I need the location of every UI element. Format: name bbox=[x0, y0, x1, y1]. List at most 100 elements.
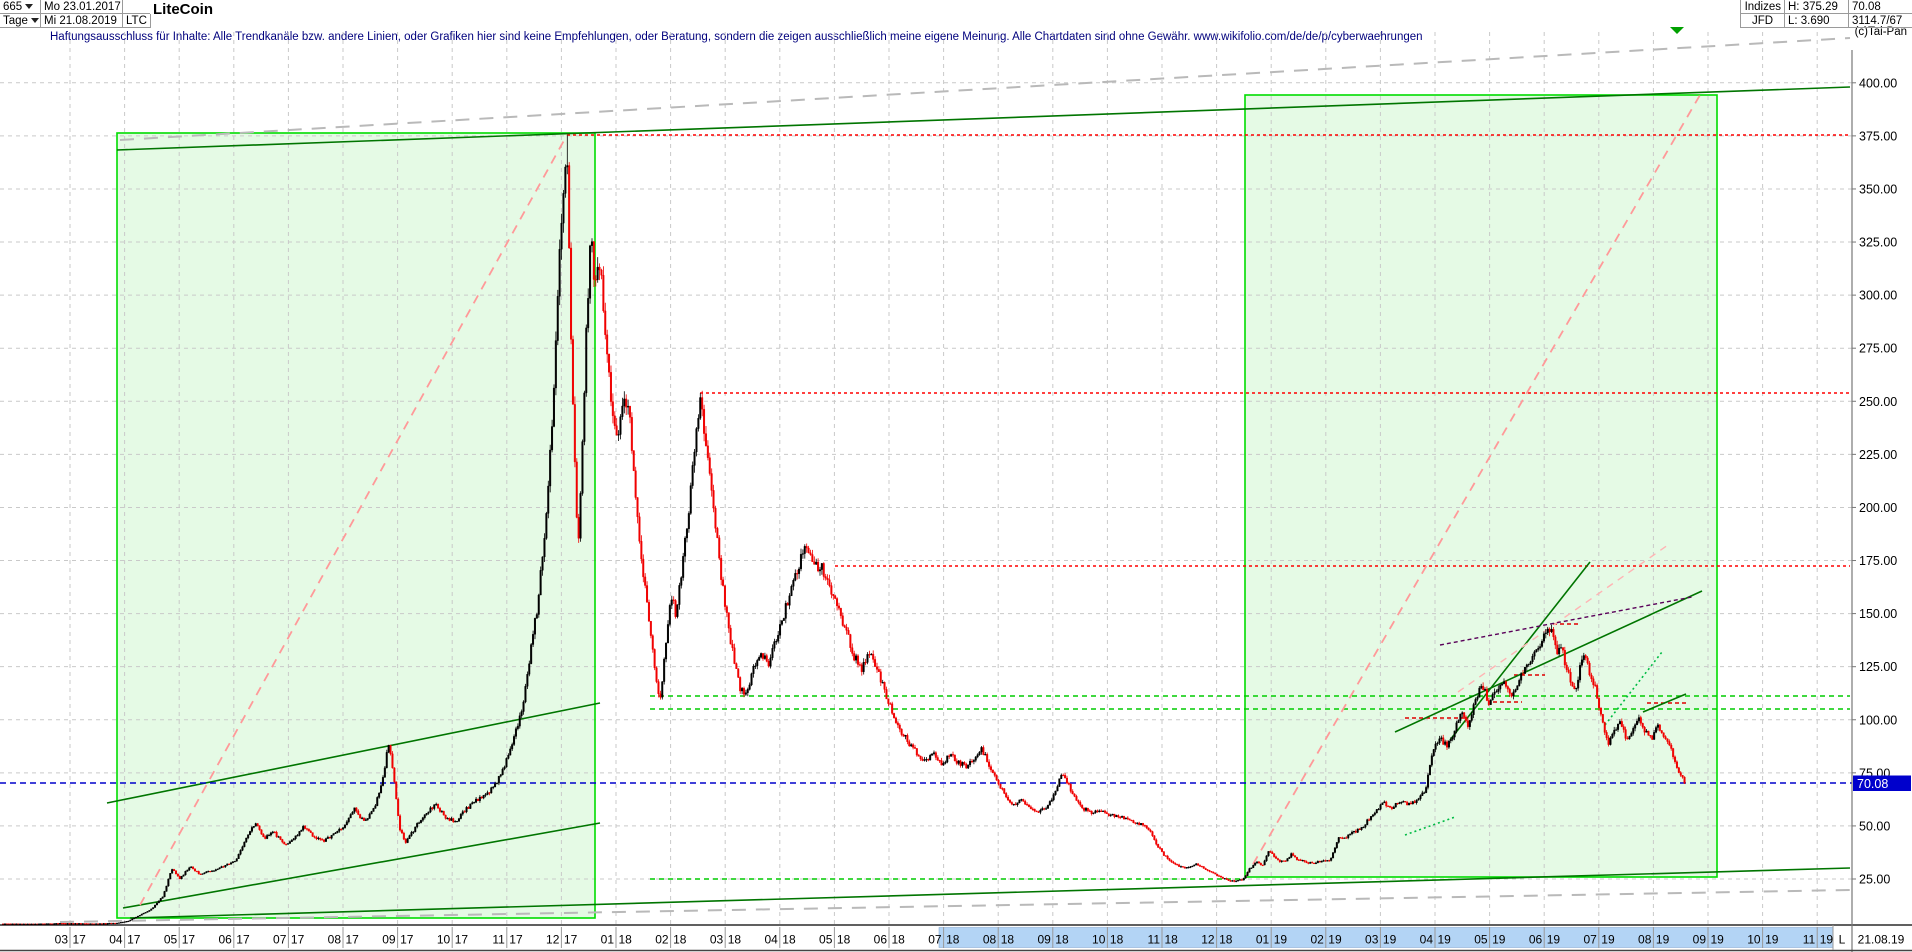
y-axis-label: 150.00 bbox=[1859, 607, 1897, 621]
copyright-label: (c)Tai-Pan bbox=[1854, 26, 1907, 38]
last-price-tag: 70.08 bbox=[1853, 775, 1911, 791]
x-axis-month: 11 bbox=[492, 933, 505, 947]
x-axis-month: 04 bbox=[109, 933, 123, 947]
x-axis-year: 18 bbox=[673, 933, 687, 947]
y-axis-label: 50.00 bbox=[1859, 819, 1890, 833]
page-title: LiteCoin bbox=[153, 1, 213, 18]
x-axis-year: 18 bbox=[892, 933, 906, 947]
x-axis-year: 18 bbox=[1055, 933, 1069, 947]
symbol-field[interactable]: LTC bbox=[126, 15, 147, 27]
x-axis-month: 06 bbox=[1529, 933, 1543, 947]
x-axis-month: 03 bbox=[55, 933, 69, 947]
x-axis-year: 18 bbox=[1165, 933, 1179, 947]
last-date-label: 21.08.19 bbox=[1858, 933, 1905, 947]
x-axis-month: 07 bbox=[928, 933, 942, 947]
x-axis-month: 05 bbox=[1474, 933, 1488, 947]
x-axis-month: 08 bbox=[328, 933, 342, 947]
divider bbox=[1740, 0, 1741, 28]
x-axis-month: 06 bbox=[218, 933, 232, 947]
y-axis-label: 225.00 bbox=[1859, 448, 1897, 462]
x-axis-year: 18 bbox=[619, 933, 633, 947]
x-axis-month: 01 bbox=[1256, 933, 1270, 947]
x-axis-month: 03 bbox=[710, 933, 724, 947]
x-axis-month: 12 bbox=[1201, 933, 1215, 947]
x-axis-month: 01 bbox=[601, 933, 615, 947]
x-axis-year: 18 bbox=[782, 933, 796, 947]
divider bbox=[40, 0, 41, 28]
trend-lines[interactable] bbox=[0, 37, 1852, 923]
y-axis-label: 125.00 bbox=[1859, 660, 1897, 674]
trend-line-dkgreen bbox=[116, 86, 1851, 151]
x-axis-month: 03 bbox=[1365, 933, 1379, 947]
x-axis-month: 02 bbox=[1310, 933, 1324, 947]
x-axis-month: 09 bbox=[1037, 933, 1051, 947]
trend-line-gray-long bbox=[59, 889, 1851, 923]
x-axis-month: 10 bbox=[437, 933, 451, 947]
x-axis-month: 05 bbox=[164, 933, 178, 947]
high-value: H: 375.29 bbox=[1788, 1, 1838, 13]
svg-text:70.08: 70.08 bbox=[1857, 777, 1888, 791]
x-axis-month: 09 bbox=[1693, 933, 1707, 947]
trend-line-dkgreen bbox=[1394, 590, 1703, 733]
x-axis-year: 18 bbox=[837, 933, 851, 947]
x-axis-year: 17 bbox=[291, 933, 305, 947]
date-to-field[interactable]: Mi 21.08.2019 bbox=[44, 15, 117, 27]
x-axis-year: 19 bbox=[1711, 933, 1725, 947]
x-axis-month: 10 bbox=[1092, 933, 1106, 947]
x-axis-month: 11 bbox=[1803, 933, 1816, 947]
trend-line-dkgreen bbox=[129, 867, 1851, 919]
trend-line-dkgreen bbox=[1642, 693, 1687, 713]
divider bbox=[122, 0, 123, 28]
x-axis-year: 17 bbox=[400, 933, 414, 947]
y-axis-label: 175.00 bbox=[1859, 554, 1897, 568]
x-axis-month: 07 bbox=[1583, 933, 1597, 947]
trend-channel-box bbox=[116, 132, 596, 919]
trend-channel-box bbox=[117, 133, 595, 918]
divider bbox=[1740, 27, 1912, 28]
trend-line-purple-dash bbox=[1439, 596, 1693, 646]
x-axis-month: 02 bbox=[655, 933, 669, 947]
y-axis-label: 100.00 bbox=[1859, 713, 1897, 727]
x-axis-year: 18 bbox=[946, 933, 960, 947]
x-axis-year: 17 bbox=[346, 933, 360, 947]
x-axis-year: 17 bbox=[236, 933, 250, 947]
x-axis-month: 08 bbox=[1638, 933, 1652, 947]
x-axis-year: 19 bbox=[1820, 933, 1834, 947]
x-axis-year: 18 bbox=[728, 933, 742, 947]
x-axis-month: 06 bbox=[874, 933, 888, 947]
trend-line-salmon bbox=[1244, 94, 1701, 879]
x-axis-year: 19 bbox=[1656, 933, 1670, 947]
x-axis-year: 17 bbox=[73, 933, 87, 947]
y-axis-label: 275.00 bbox=[1859, 342, 1897, 356]
bars-count-dropdown[interactable]: 665 bbox=[0, 0, 40, 14]
x-axis-year: 17 bbox=[564, 933, 578, 947]
trend-line-green-dot-d bbox=[1404, 816, 1456, 836]
y-axis-label: 250.00 bbox=[1859, 395, 1897, 409]
y-axis[interactable]: 400.00 375.00 350.00 325.00 300.00 275.00 250.… bbox=[1852, 76, 1897, 887]
x-axis-year: 17 bbox=[182, 933, 196, 947]
period-dropdown[interactable]: Tage bbox=[0, 14, 40, 28]
x-axis-year: 19 bbox=[1492, 933, 1506, 947]
trend-line-gray-long bbox=[119, 37, 1851, 141]
low-value: L: 3.690 bbox=[1788, 15, 1830, 27]
trend-channel-box bbox=[1244, 94, 1718, 878]
volume-value: 3114.7/67 bbox=[1852, 15, 1903, 27]
x-axis-month: 04 bbox=[764, 933, 778, 947]
last-bar-marker: L bbox=[1839, 933, 1846, 947]
axes[interactable]: 400.00 375.00 350.00 325.00 300.00 275.00 250.… bbox=[0, 50, 1912, 952]
x-axis[interactable]: 03 17 04 17 05 17 06 17 07 17 08 17 09 17 10 17 11 17 12 17… bbox=[55, 925, 1905, 950]
chevron-down-icon bbox=[25, 4, 34, 10]
x-axis-year: 19 bbox=[1765, 933, 1779, 947]
gridlines bbox=[0, 32, 1852, 925]
x-axis-year: 19 bbox=[1383, 933, 1397, 947]
market-label: Indizes bbox=[1744, 1, 1781, 13]
date-from-field[interactable]: Mo 23.01.2017 bbox=[44, 1, 121, 13]
candlestick-series[interactable] bbox=[2, 135, 1686, 925]
trend-channel-borders[interactable] bbox=[116, 94, 1718, 919]
trend-line-dkgreen bbox=[122, 822, 601, 909]
x-axis-year: 19 bbox=[1328, 933, 1342, 947]
y-axis-label: 400.00 bbox=[1859, 76, 1897, 90]
x-axis-year: 19 bbox=[1547, 933, 1561, 947]
x-axis-month: 04 bbox=[1420, 933, 1434, 947]
divider bbox=[1848, 0, 1849, 28]
